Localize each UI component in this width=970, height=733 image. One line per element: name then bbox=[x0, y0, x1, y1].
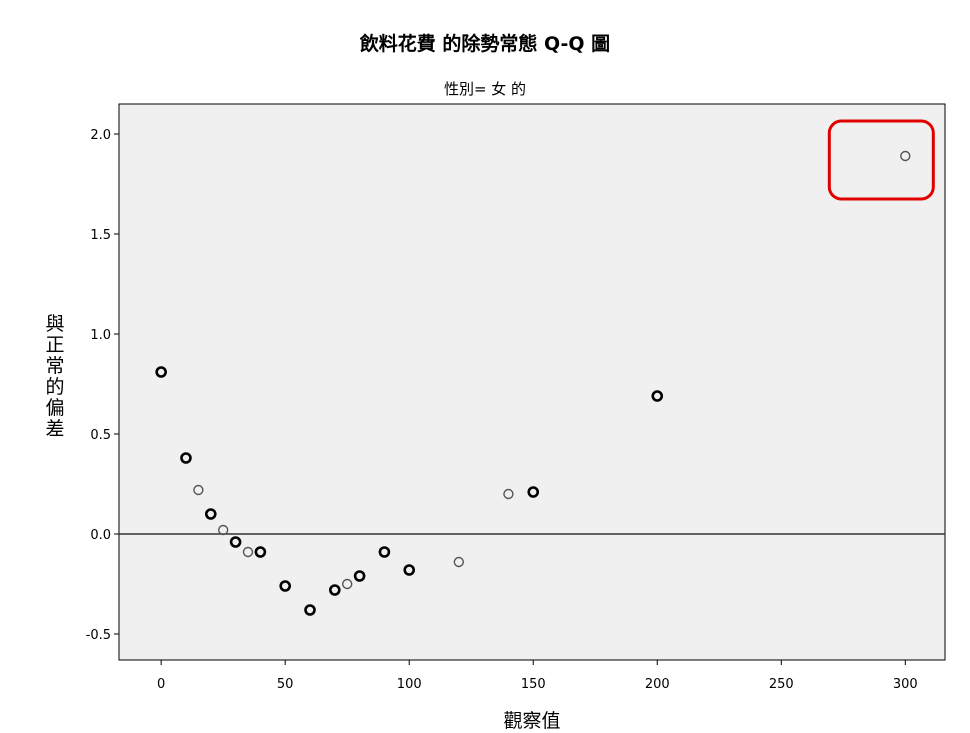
data-point bbox=[527, 486, 540, 498]
y-axis-label-char: 偏 bbox=[45, 397, 64, 419]
y-tick-label: 0.5 bbox=[90, 428, 111, 443]
data-point bbox=[353, 570, 366, 582]
y-tick-label: 0.0 bbox=[90, 528, 111, 543]
x-tick-label: 50 bbox=[277, 677, 294, 692]
data-point bbox=[242, 546, 254, 558]
y-axis: -0.5 0.0 0.5 1.0 1.5 2.0 bbox=[86, 128, 119, 643]
x-tick-label: 300 bbox=[893, 677, 918, 692]
y-tick-label: 1.5 bbox=[90, 228, 111, 243]
data-point bbox=[651, 390, 664, 402]
data-point bbox=[180, 452, 192, 464]
data-point bbox=[329, 584, 341, 596]
data-point bbox=[453, 556, 465, 568]
highlight-box bbox=[827, 119, 935, 201]
data-point bbox=[229, 536, 242, 548]
data-point bbox=[503, 488, 514, 500]
y-axis-label-char: 差 bbox=[45, 418, 64, 440]
chart-title: 飲料花費 的除勢常態 Q-Q 圖 bbox=[359, 32, 610, 55]
data-point bbox=[254, 546, 267, 558]
data-point bbox=[217, 524, 229, 536]
x-tick-label: 250 bbox=[769, 677, 794, 692]
data-point bbox=[378, 546, 391, 558]
plot-area bbox=[118, 103, 946, 661]
x-tick-label: 200 bbox=[645, 677, 670, 692]
y-tick-label: 2.0 bbox=[90, 128, 111, 143]
x-tick-label: 150 bbox=[521, 677, 546, 692]
y-tick-label: -0.5 bbox=[86, 628, 111, 643]
data-point bbox=[193, 484, 204, 496]
y-axis-label-char: 常 bbox=[45, 355, 64, 377]
x-tick-label: 0 bbox=[157, 677, 165, 692]
data-point bbox=[304, 604, 316, 616]
data-points bbox=[155, 150, 911, 616]
data-point bbox=[279, 580, 291, 592]
x-axis-label: 觀察值 bbox=[503, 710, 560, 732]
y-tick-label: 1.0 bbox=[90, 328, 111, 343]
x-axis: 0 50 100 150 200 250 300 bbox=[157, 660, 918, 692]
data-point bbox=[342, 578, 353, 590]
data-point bbox=[900, 150, 911, 162]
chart-subtitle: 性別= 女 的 bbox=[444, 80, 526, 98]
y-axis-label-char: 的 bbox=[45, 376, 64, 398]
x-tick-label: 100 bbox=[397, 677, 422, 692]
y-axis-label-char: 正 bbox=[45, 334, 64, 356]
y-axis-label-char: 與 bbox=[45, 313, 64, 335]
data-point bbox=[204, 508, 217, 520]
data-point bbox=[155, 366, 167, 378]
data-point bbox=[403, 564, 416, 576]
